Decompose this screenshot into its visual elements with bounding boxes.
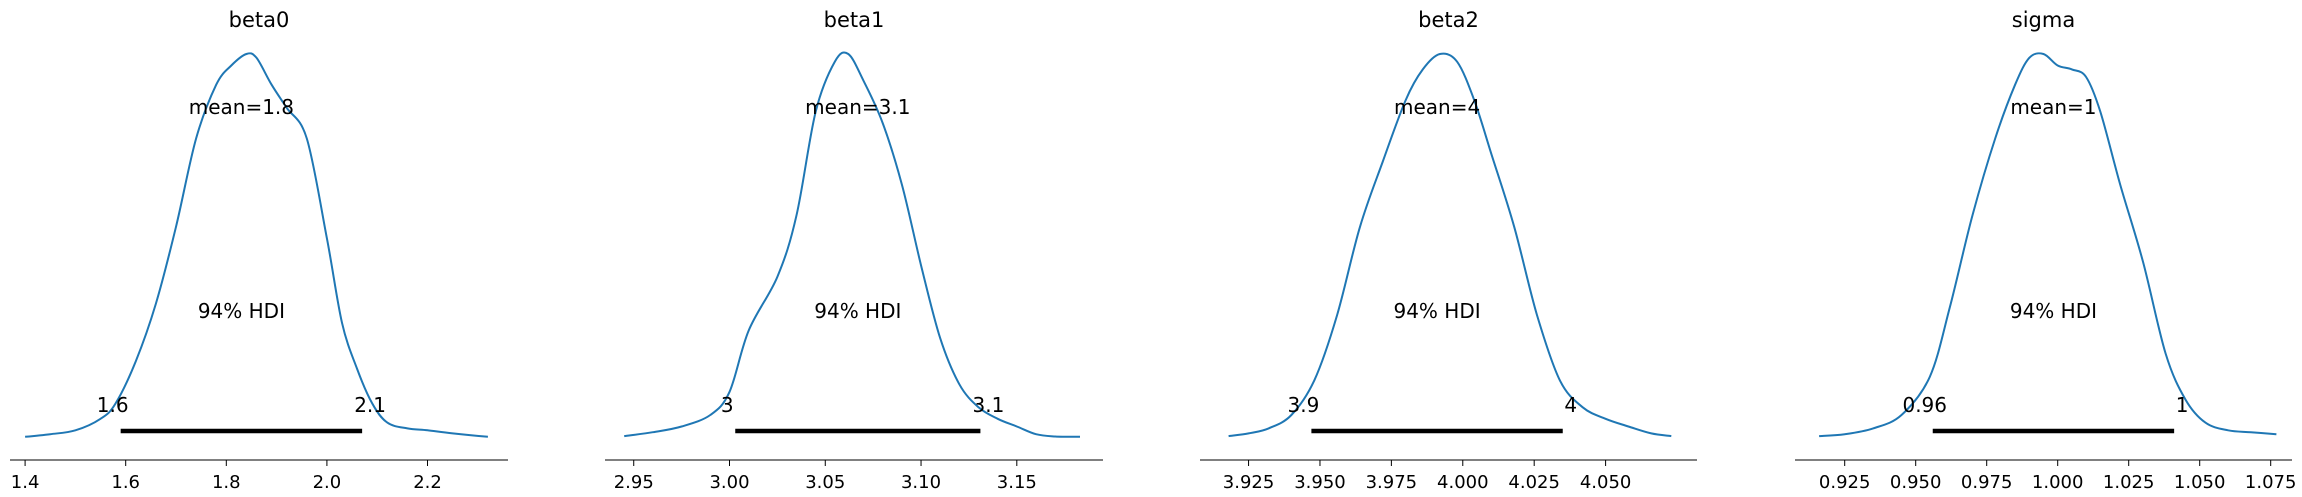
hdi-label: 94% HDI: [2010, 299, 2097, 323]
x-tick-label: 1.4: [11, 472, 40, 493]
density-curve: [624, 51, 1081, 438]
x-tick-label: 3.10: [901, 472, 941, 493]
hdi-label: 94% HDI: [1393, 299, 1480, 323]
hdi-low-label: 3: [721, 393, 734, 417]
hdi-label: 94% HDI: [198, 299, 285, 323]
hdi-low-label: 1.6: [97, 393, 129, 417]
x-tick-label: 1.025: [2103, 472, 2155, 493]
subplot-title: beta0: [229, 8, 290, 32]
hdi-high-label: 1: [2176, 393, 2189, 417]
subplot-sigma: sigma 0.925 0.950 0.975 1.000 1.025 1.050 1.075…: [1795, 8, 2296, 493]
x-tick-label: 3.950: [1294, 472, 1346, 493]
mean-label: mean=1: [2010, 95, 2096, 119]
subplot-beta0: beta0 1.4 1.6 1.8 2.0 2.2 mean=1.8 94% HDI 1.6 2.…: [10, 8, 508, 493]
subplot-beta2: beta2 3.925 3.950 3.975 4.000 4.025 4.050 mean=…: [1200, 8, 1697, 493]
x-tick-label: 1.6: [111, 472, 140, 493]
subplot-title: beta1: [824, 8, 885, 32]
x-tick-label: 3.05: [805, 472, 845, 493]
subplot-title: beta2: [1418, 8, 1479, 32]
x-tick-label: 2.2: [413, 472, 442, 493]
hdi-low-label: 0.96: [1902, 393, 1947, 417]
x-tick-label: 4.025: [1508, 472, 1560, 493]
mean-label: mean=3.1: [805, 95, 910, 119]
mean-label: mean=1.8: [189, 95, 294, 119]
hdi-low-label: 3.9: [1287, 393, 1319, 417]
x-tick-label: 3.925: [1223, 472, 1275, 493]
x-tick-label: 4.000: [1437, 472, 1489, 493]
x-tick-label: 4.050: [1580, 472, 1632, 493]
x-tick-label: 3.00: [709, 472, 749, 493]
density-curve: [25, 52, 488, 438]
mean-label: mean=4: [1394, 95, 1480, 119]
x-tick-label: 3.15: [997, 472, 1037, 493]
x-tick-label: 0.925: [1819, 472, 1871, 493]
x-tick-label: 1.8: [212, 472, 241, 493]
subplot-beta1: beta1 2.95 3.00 3.05 3.10 3.15 mean=3.1 94% HDI…: [605, 8, 1103, 493]
density-curve: [1819, 52, 2277, 438]
x-tick-label: 3.975: [1366, 472, 1418, 493]
x-tick-label: 1.050: [2174, 472, 2226, 493]
x-tick-label: 1.000: [2032, 472, 2084, 493]
hdi-high-label: 3.1: [973, 393, 1005, 417]
hdi-high-label: 2.1: [354, 393, 386, 417]
x-tick-label: 2.95: [614, 472, 654, 493]
x-tick-label: 1.075: [2245, 472, 2297, 493]
subplot-title: sigma: [2012, 8, 2075, 32]
hdi-high-label: 4: [1564, 393, 1577, 417]
hdi-label: 94% HDI: [814, 299, 901, 323]
x-tick-label: 2.0: [313, 472, 342, 493]
density-curve: [1228, 52, 1672, 438]
x-tick-label: 0.975: [1961, 472, 2013, 493]
x-tick-label: 0.950: [1890, 472, 1942, 493]
